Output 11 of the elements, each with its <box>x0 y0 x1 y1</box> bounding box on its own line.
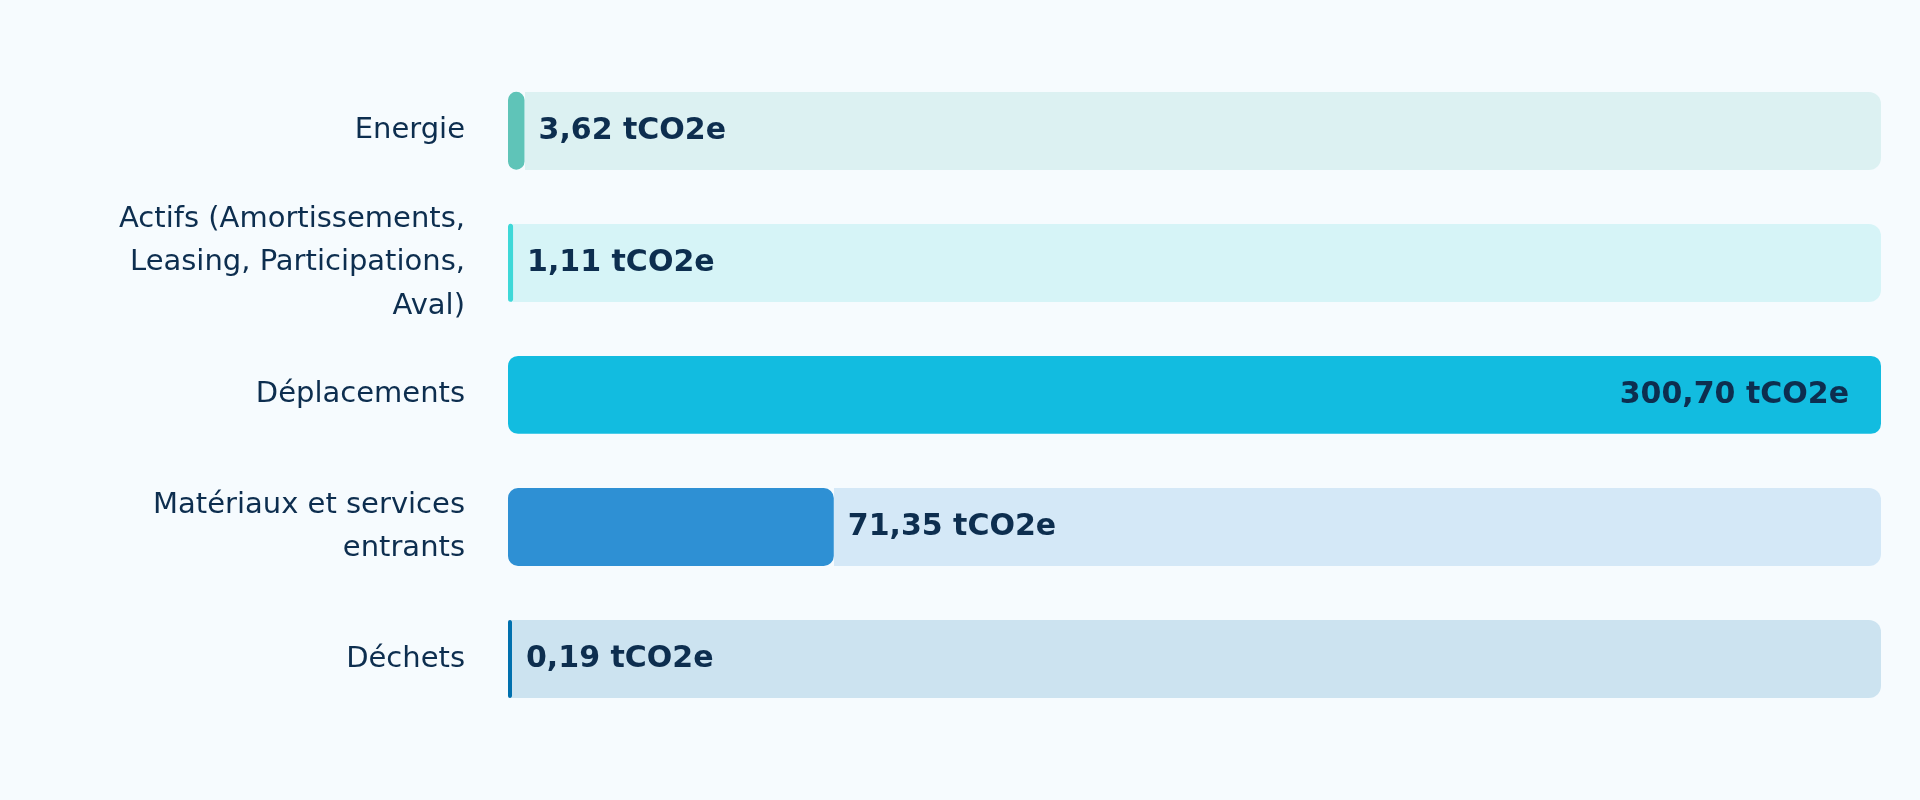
data-label: 300,70 tCO2e <box>1619 374 1849 410</box>
y-tick-label: Déplacements <box>255 375 465 410</box>
data-label: 71,35 tCO2e <box>847 506 1057 542</box>
data-label: 1,11 tCO2e <box>527 242 715 278</box>
y-tick-label: Energie <box>354 111 465 146</box>
y-tick-label: Matériaux et services entrants <box>153 485 465 564</box>
data-label: 0,19 tCO2e <box>526 638 714 674</box>
y-tick-label: Déchets <box>346 639 465 674</box>
bar <box>508 355 1881 434</box>
data-label: 3,62 tCO2e <box>538 110 727 146</box>
y-tick-label: Actifs (Amortissements, Leasing, Participations, Aval) <box>119 199 465 321</box>
